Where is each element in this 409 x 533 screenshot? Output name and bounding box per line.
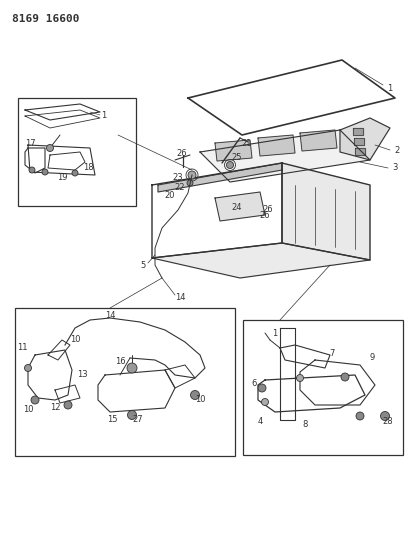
Text: 13: 13 <box>76 370 87 379</box>
Text: 1: 1 <box>272 329 277 338</box>
Circle shape <box>31 396 39 404</box>
Circle shape <box>340 373 348 381</box>
Polygon shape <box>281 163 369 260</box>
Circle shape <box>72 170 78 176</box>
Bar <box>243 320 402 455</box>
Circle shape <box>25 365 31 372</box>
Polygon shape <box>353 138 363 145</box>
Circle shape <box>29 167 35 173</box>
Text: 10: 10 <box>22 406 33 415</box>
Circle shape <box>42 169 48 175</box>
Circle shape <box>187 180 193 186</box>
Text: 12: 12 <box>49 403 60 413</box>
Polygon shape <box>164 365 195 388</box>
Text: 7: 7 <box>328 350 334 359</box>
Text: 2: 2 <box>393 146 399 155</box>
Text: 9: 9 <box>369 353 374 362</box>
Text: 11: 11 <box>17 343 27 352</box>
Bar <box>15 308 234 456</box>
Bar <box>18 98 136 206</box>
Polygon shape <box>299 130 336 151</box>
Polygon shape <box>25 110 100 128</box>
Text: 5: 5 <box>140 262 145 271</box>
Text: 20: 20 <box>164 191 175 200</box>
Text: 3: 3 <box>391 164 397 173</box>
Text: 27: 27 <box>133 416 143 424</box>
Text: 25: 25 <box>231 152 242 161</box>
Polygon shape <box>152 243 369 278</box>
Polygon shape <box>352 128 362 135</box>
Circle shape <box>380 411 389 421</box>
Polygon shape <box>28 350 72 400</box>
Text: 21: 21 <box>241 139 252 148</box>
Polygon shape <box>25 148 45 173</box>
Polygon shape <box>299 360 374 405</box>
Polygon shape <box>279 345 329 368</box>
Text: 10: 10 <box>194 395 205 405</box>
Text: 8: 8 <box>301 421 307 430</box>
Text: 18: 18 <box>83 164 93 173</box>
Text: 26: 26 <box>262 206 273 214</box>
Text: 26: 26 <box>176 149 187 157</box>
Polygon shape <box>25 104 100 120</box>
Text: 6: 6 <box>251 379 256 389</box>
Polygon shape <box>48 152 85 170</box>
Polygon shape <box>354 148 364 155</box>
Circle shape <box>188 171 196 179</box>
Polygon shape <box>257 375 364 412</box>
Text: 16: 16 <box>115 358 125 367</box>
Polygon shape <box>257 135 294 156</box>
Text: 15: 15 <box>106 416 117 424</box>
Text: 17: 17 <box>25 139 36 148</box>
Text: 8169 16600: 8169 16600 <box>12 14 79 24</box>
Circle shape <box>355 412 363 420</box>
Text: 24: 24 <box>231 203 242 212</box>
Polygon shape <box>279 328 294 420</box>
Polygon shape <box>28 145 95 175</box>
Polygon shape <box>200 130 369 182</box>
Text: 10: 10 <box>70 335 80 344</box>
Text: 23: 23 <box>172 174 183 182</box>
Text: 1: 1 <box>101 110 106 119</box>
Circle shape <box>226 161 233 168</box>
Polygon shape <box>214 140 252 161</box>
Text: 4: 4 <box>257 417 262 426</box>
Text: 28: 28 <box>382 417 392 426</box>
Text: 26: 26 <box>259 211 270 220</box>
Circle shape <box>127 363 137 373</box>
Circle shape <box>127 410 136 419</box>
Polygon shape <box>55 385 80 403</box>
Circle shape <box>64 401 72 409</box>
Polygon shape <box>214 192 264 221</box>
Text: 14: 14 <box>174 294 185 303</box>
Circle shape <box>46 144 53 151</box>
Circle shape <box>190 391 199 400</box>
Text: 14: 14 <box>104 311 115 320</box>
Text: 1: 1 <box>387 84 392 93</box>
Circle shape <box>261 399 268 406</box>
Circle shape <box>296 375 303 382</box>
Text: 19: 19 <box>56 173 67 182</box>
Polygon shape <box>339 118 389 160</box>
Text: 22: 22 <box>174 183 185 192</box>
Circle shape <box>257 384 265 392</box>
Polygon shape <box>157 163 281 192</box>
Polygon shape <box>48 340 70 360</box>
Polygon shape <box>98 370 175 412</box>
